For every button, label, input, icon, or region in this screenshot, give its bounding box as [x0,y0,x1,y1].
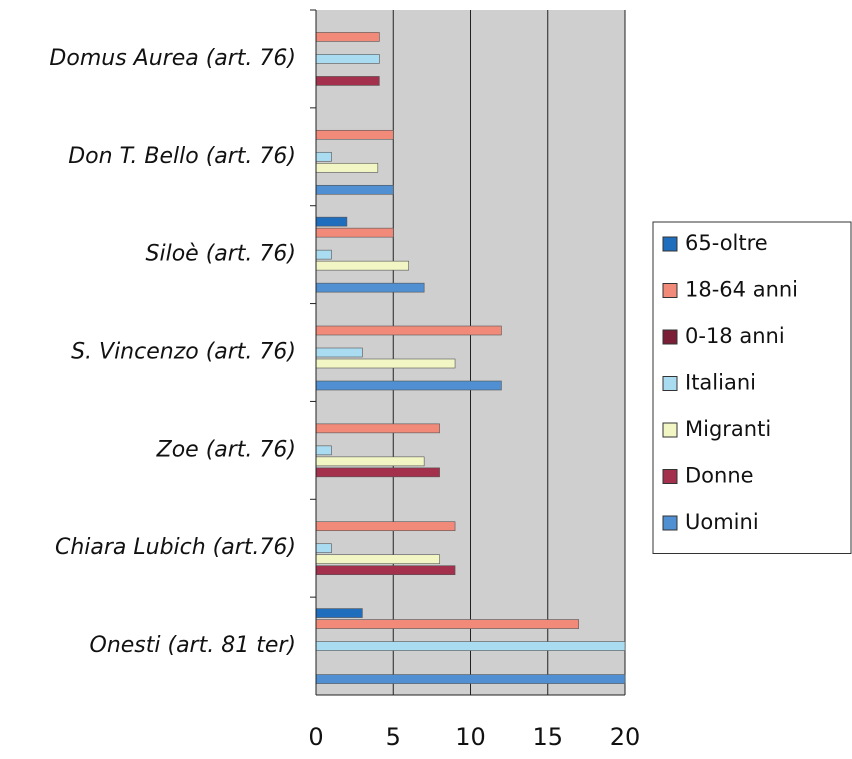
bar [315,674,626,684]
legend-swatch [662,376,678,391]
bar [315,325,502,336]
legend-box [652,221,852,554]
legend-label: Migranti [685,417,771,441]
bar [315,543,332,554]
y-tick-label: S. Vincenzo (art. 76) [71,340,296,365]
bar [315,445,332,456]
bar [315,129,394,140]
legend-swatch [662,422,678,438]
bar [315,54,380,64]
x-tick-label: 20 [610,723,641,751]
legend-label: 18-64 anni [685,278,798,302]
legend-label: Donne [685,464,754,488]
bar [315,184,394,195]
legend-label: 0-18 anni [685,324,785,348]
legend-swatch [662,283,678,298]
legend-swatch [662,329,678,345]
x-tick-label: 0 [308,723,323,751]
bar [315,282,425,293]
y-tick-label: Siloè (art. 76) [146,242,296,267]
bar [315,249,332,260]
legend-label: Italiani [685,371,756,395]
bar [315,76,380,86]
bar [315,227,394,238]
legend-label: Uomini [685,510,759,534]
y-tick-label: Chiara Lubich (art.76) [55,535,296,560]
bar [315,608,363,618]
bar [315,216,348,227]
legend-swatch [662,469,678,484]
x-tick-label: 15 [532,723,563,751]
bar [315,456,425,467]
y-tick-label: Don T. Bello (art. 76) [68,144,296,169]
y-tick-label: Onesti (art. 81 ter) [90,633,297,658]
legend-label: 65-oltre [685,231,768,255]
bar [315,467,440,478]
bar [315,162,379,173]
bar [315,380,502,391]
x-tick-label: 5 [386,723,401,751]
bar [315,554,440,565]
bar [315,641,626,651]
legend-swatch [662,236,678,252]
bar [315,565,456,576]
y-tick-label: Zoe (art. 76) [156,437,296,462]
x-tick-label: 10 [455,723,486,751]
bar [315,347,363,358]
bar [315,521,456,532]
y-tick-label: Domus Aurea (art. 76) [49,46,296,71]
legend-swatch [662,515,678,531]
bar [315,260,409,271]
bar [315,32,380,42]
bar [315,423,440,434]
bar [315,358,456,369]
bar [315,151,332,162]
bar [315,619,579,629]
